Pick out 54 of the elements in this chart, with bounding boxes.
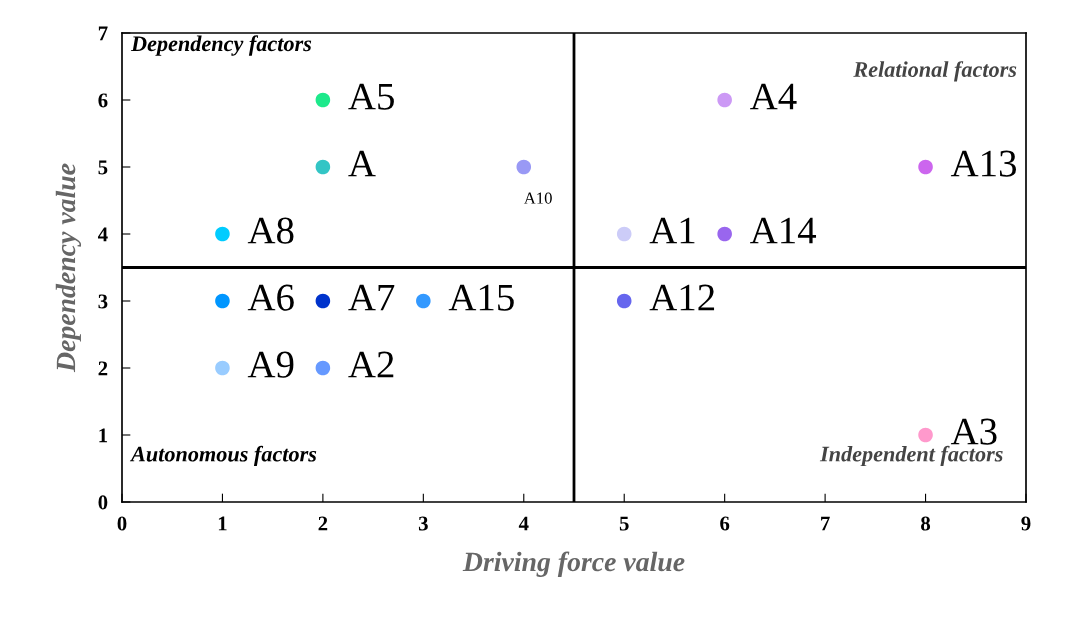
x-tick-label: 2: [318, 516, 328, 531]
point: [215, 226, 230, 242]
point: [315, 360, 331, 376]
point: [616, 293, 632, 309]
point: [315, 293, 331, 309]
x-tick-label: 4: [518, 516, 529, 531]
series-label: A14: [750, 217, 817, 244]
series-label: A3: [950, 418, 997, 445]
series-label: A15: [448, 284, 514, 311]
point: [215, 293, 230, 309]
series-label: A: [348, 150, 376, 177]
y-tick-label: 2: [98, 361, 108, 376]
x-tick-label: 1: [218, 516, 227, 531]
series-label: A10: [523, 192, 552, 204]
point: [315, 92, 331, 108]
y-tick-label: 7: [98, 26, 108, 41]
x-tick-label: 6: [720, 516, 730, 531]
point: [616, 226, 632, 242]
annotation: Autonomous factors: [129, 445, 317, 467]
y-axis-title: Dependency value: [55, 163, 82, 373]
x-tick-label: 0: [117, 516, 127, 531]
y-tick-label: 4: [97, 227, 108, 242]
annotation: Dependency factors: [130, 35, 312, 56]
y-tick-label: 1: [99, 428, 108, 443]
point: [315, 159, 331, 175]
series-label: A1: [649, 217, 695, 244]
y-tick-label: 0: [98, 495, 108, 510]
x-tick-label: 5: [619, 516, 629, 531]
y-tick-label: 3: [98, 294, 108, 309]
y-tick-label: 6: [98, 93, 108, 108]
point: [416, 293, 431, 309]
series-label: A2: [348, 351, 394, 378]
point: [717, 92, 732, 108]
annotation: Independent factors: [819, 445, 1003, 467]
x-tick-label: 7: [821, 516, 830, 531]
series-label: A7: [348, 284, 395, 311]
series-label: A5: [348, 83, 394, 110]
point: [918, 427, 933, 443]
y-tick-label: 5: [98, 160, 108, 175]
point: [516, 159, 532, 175]
series-label: A9: [247, 351, 294, 378]
series-label: A6: [247, 284, 294, 311]
series-label: A4: [750, 83, 797, 110]
x-tick-label: 8: [921, 516, 931, 531]
x-axis-title: Driving force value: [462, 551, 685, 577]
point: [918, 159, 933, 175]
series-label: A12: [649, 284, 715, 311]
series-label: A8: [247, 217, 294, 244]
point: [717, 226, 732, 242]
annotation: Relational factors: [853, 61, 1017, 82]
x-tick-label: 9: [1021, 516, 1031, 531]
x-tick-label: 3: [418, 516, 428, 531]
point: [215, 360, 230, 376]
series-label: A13: [950, 150, 1017, 177]
